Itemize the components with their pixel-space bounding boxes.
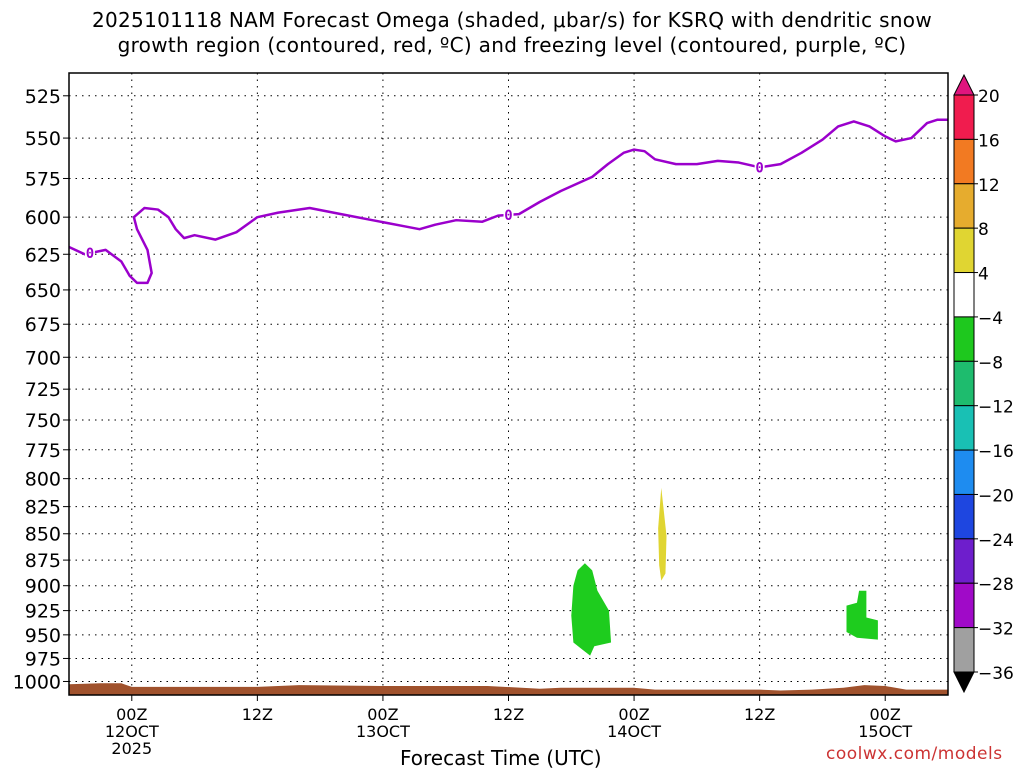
freezing-level-line — [68, 118, 948, 285]
colorbar-top-arrow — [953, 73, 975, 96]
omega-regions — [571, 487, 878, 656]
watermark: coolwx.com/models — [826, 744, 1003, 764]
grid-lines — [69, 73, 948, 695]
colorbar-swatch — [953, 316, 975, 362]
colorbar-bottom-arrow — [953, 671, 975, 694]
colorbar-label: −8 — [978, 353, 1003, 373]
y-tick-label: 550 — [25, 128, 61, 150]
x-tick-label: 00Z — [367, 705, 398, 724]
freezing-level: 0 0 0 — [68, 118, 948, 285]
x-tick-label: 00Z — [618, 705, 649, 724]
x-tick-label: 13OCT — [356, 722, 410, 741]
colorbar-label: 16 — [978, 131, 1000, 151]
colorbar-swatch — [953, 493, 975, 540]
colorbar-swatch — [953, 449, 975, 495]
chart-title-line1: 2025101118 NAM Forecast Omega (shaded, μ… — [91, 8, 932, 32]
colorbar-swatch — [953, 360, 975, 407]
omega-region — [658, 487, 667, 581]
colorbar-label: −36 — [978, 664, 1014, 684]
omega-region — [846, 590, 878, 640]
x-tick-label: 15OCT — [858, 722, 912, 741]
contour-label-bg — [754, 159, 765, 176]
y-tick-label: 575 — [25, 168, 61, 190]
colorbar-label: 20 — [978, 87, 1000, 107]
x-tick-label: 00Z — [116, 705, 147, 724]
colorbar-label: −20 — [978, 486, 1014, 506]
x-tick-label: 2025 — [111, 739, 152, 758]
y-tick-label: 750 — [25, 410, 61, 432]
colorbar-label: 4 — [978, 265, 989, 285]
y-tick-label: 900 — [25, 576, 61, 598]
freezing-level-label: 0 — [86, 246, 94, 262]
y-tick-label: 925 — [25, 601, 61, 623]
contour-label-bg — [503, 206, 514, 223]
colorbar-swatch — [953, 582, 975, 629]
y-tick-label: 625 — [25, 244, 61, 266]
colorbar-label: −4 — [978, 309, 1003, 329]
colorbar-swatch — [953, 183, 975, 229]
x-tick-label: 14OCT — [607, 722, 661, 741]
y-tick-label: 600 — [25, 207, 61, 229]
y-tick-label: 725 — [25, 379, 61, 401]
freezing-level-label: 0 — [504, 208, 512, 224]
colorbar-swatch — [953, 405, 975, 451]
x-tick-label: 12Z — [744, 705, 775, 724]
colorbar-label: 8 — [978, 220, 989, 240]
x-tick-label: 12Z — [242, 705, 273, 724]
y-tick-label: 975 — [25, 648, 61, 670]
terrain-fill — [69, 683, 948, 695]
omega-region — [571, 563, 612, 656]
colorbar-label: −28 — [978, 575, 1014, 595]
y-tick-label: 850 — [25, 524, 61, 546]
y-tick-label: 650 — [25, 280, 61, 302]
x-axis-label: Forecast Time (UTC) — [400, 746, 602, 770]
chart-title-line2: growth region (contoured, red, ºC) and f… — [117, 33, 907, 57]
y-tick-label: 1000 — [13, 671, 61, 693]
plot-frame — [68, 72, 949, 696]
colorbar-swatch — [953, 538, 975, 584]
colorbar-label: 12 — [978, 176, 1000, 196]
contour-label-bg — [84, 245, 95, 262]
y-tick-label: 525 — [25, 86, 61, 108]
y-tick-label: 675 — [25, 314, 61, 336]
colorbar-swatch — [953, 272, 975, 318]
y-tick-label: 800 — [25, 469, 61, 491]
x-tick-label: 12OCT — [105, 722, 159, 741]
terrain-polygon — [69, 683, 948, 695]
colorbar-label: −12 — [978, 398, 1014, 418]
colorbar-swatch — [953, 227, 975, 274]
colorbar-swatch — [953, 627, 975, 673]
y-tick-label: 875 — [25, 550, 61, 572]
freezing-level-label: 0 — [755, 160, 763, 176]
y-tick-label: 825 — [25, 497, 61, 519]
colorbar-label: −24 — [978, 531, 1014, 551]
y-tick-label: 700 — [25, 347, 61, 369]
colorbar: 20 16 12 8 4 −4 −8 −12 −16 −20 −24 −28 −32 −36 — [953, 73, 1014, 694]
colorbar-label: −32 — [978, 620, 1014, 640]
colorbar-swatch — [953, 138, 975, 185]
x-tick-label: 00Z — [870, 705, 901, 724]
x-tick-label: 12Z — [493, 705, 524, 724]
y-tick-label: 950 — [25, 625, 61, 647]
colorbar-swatch — [953, 94, 975, 140]
colorbar-label: −16 — [978, 442, 1014, 462]
y-tick-label: 775 — [25, 440, 61, 462]
y-axis: 525 550 575 600 625 650 675 700 725 750 775 800 825 8… — [13, 86, 69, 693]
